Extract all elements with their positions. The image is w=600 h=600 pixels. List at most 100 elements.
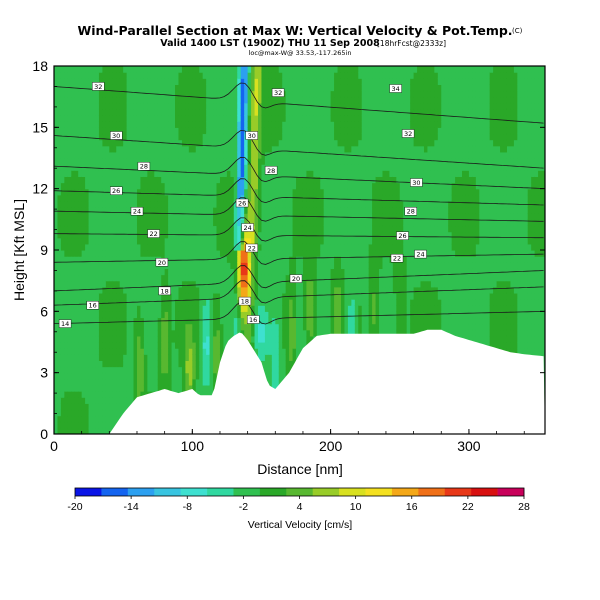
velocity-cell: [233, 164, 238, 171]
velocity-cell: [264, 90, 269, 98]
velocity-cell: [258, 182, 263, 190]
velocity-cell: [112, 237, 117, 245]
velocity-cell: [164, 151, 169, 159]
velocity-cell: [261, 225, 266, 233]
velocity-cell: [64, 96, 69, 104]
velocity-cell: [123, 145, 128, 153]
velocity-cell: [147, 158, 152, 165]
velocity-cell: [268, 329, 273, 337]
velocity-cell: [57, 237, 62, 245]
velocity-cell: [85, 415, 90, 423]
velocity-cell: [57, 158, 62, 165]
velocity-cell: [206, 158, 211, 165]
velocity-cell: [199, 102, 204, 110]
velocity-cell: [209, 164, 214, 171]
velocity-cell: [261, 121, 266, 128]
velocity-cell: [264, 335, 269, 343]
velocity-cell: [337, 305, 342, 312]
velocity-cell: [282, 139, 287, 147]
velocity-cell: [216, 188, 221, 196]
velocity-cell: [123, 219, 128, 227]
velocity-cell: [136, 72, 142, 79]
velocity-cell: [102, 90, 107, 98]
velocity-cell: [133, 250, 138, 257]
velocity-cell: [133, 96, 138, 104]
velocity-cell: [119, 391, 124, 398]
velocity-cell: [175, 133, 180, 141]
velocity-cell: [264, 360, 269, 368]
velocity-cell: [302, 342, 308, 349]
velocity-cell: [119, 151, 124, 159]
velocity-cell: [261, 170, 266, 177]
velocity-cell: [282, 274, 287, 282]
velocity-cell: [292, 127, 297, 135]
velocity-cell: [81, 372, 86, 380]
velocity-cell: [306, 225, 311, 233]
velocity-cell: [92, 335, 97, 343]
velocity-cell: [199, 292, 204, 300]
velocity-cell: [60, 397, 65, 404]
velocity-cell: [95, 335, 100, 343]
velocity-cell: [213, 90, 218, 98]
velocity-cell: [216, 84, 221, 92]
velocity-cell: [185, 237, 190, 245]
velocity-cell: [64, 115, 69, 122]
velocity-cell: [289, 127, 294, 135]
velocity-cell: [320, 194, 325, 202]
velocity-cell: [306, 243, 311, 251]
velocity-cell: [112, 348, 117, 355]
velocity-cell: [78, 72, 83, 79]
velocity-cell: [102, 102, 107, 110]
velocity-cell: [258, 225, 263, 233]
velocity-cell: [181, 243, 186, 251]
velocity-cell: [247, 108, 252, 116]
velocity-cell: [275, 268, 280, 276]
velocity-cell: [216, 139, 221, 147]
velocity-cell: [213, 243, 218, 251]
velocity-cell: [133, 391, 138, 398]
velocity-cell: [150, 305, 155, 312]
velocity-cell: [296, 170, 301, 177]
velocity-cell: [188, 354, 193, 361]
velocity-cell: [282, 194, 287, 202]
velocity-cell: [327, 139, 332, 147]
velocity-cell: [202, 151, 207, 159]
velocity-cell: [92, 133, 97, 141]
velocity-cell: [292, 194, 297, 202]
velocity-cell: [233, 225, 238, 233]
velocity-cell: [244, 96, 249, 104]
velocity-cell: [178, 139, 183, 147]
velocity-cell: [154, 384, 159, 392]
velocity-cell: [192, 213, 197, 220]
velocity-cell: [185, 108, 190, 116]
velocity-cell: [275, 127, 280, 135]
velocity-cell: [95, 415, 100, 423]
velocity-cell: [306, 78, 311, 85]
velocity-cell: [133, 194, 138, 202]
velocity-cell: [206, 207, 211, 214]
velocity-cell: [175, 78, 180, 85]
velocity-cell: [147, 237, 152, 245]
velocity-cell: [292, 280, 297, 288]
velocity-cell: [60, 90, 65, 98]
velocity-cell: [292, 145, 297, 153]
velocity-cell: [323, 292, 328, 300]
velocity-cell: [81, 139, 86, 147]
velocity-cell: [57, 133, 62, 141]
velocity-cell: [330, 102, 335, 110]
velocity-cell: [233, 286, 238, 294]
velocity-cell: [264, 188, 269, 196]
velocity-cell: [223, 250, 228, 257]
velocity-cell: [150, 96, 155, 104]
velocity-cell: [164, 219, 169, 227]
velocity-cell: [133, 323, 138, 331]
velocity-cell: [105, 164, 110, 171]
velocity-cell: [60, 256, 65, 263]
velocity-cell: [258, 72, 263, 79]
velocity-cell: [334, 311, 339, 319]
velocity-cell: [327, 115, 332, 122]
velocity-cell: [202, 237, 207, 245]
velocity-cell: [71, 311, 76, 319]
velocity-cell: [302, 90, 308, 98]
velocity-cell: [251, 84, 256, 92]
